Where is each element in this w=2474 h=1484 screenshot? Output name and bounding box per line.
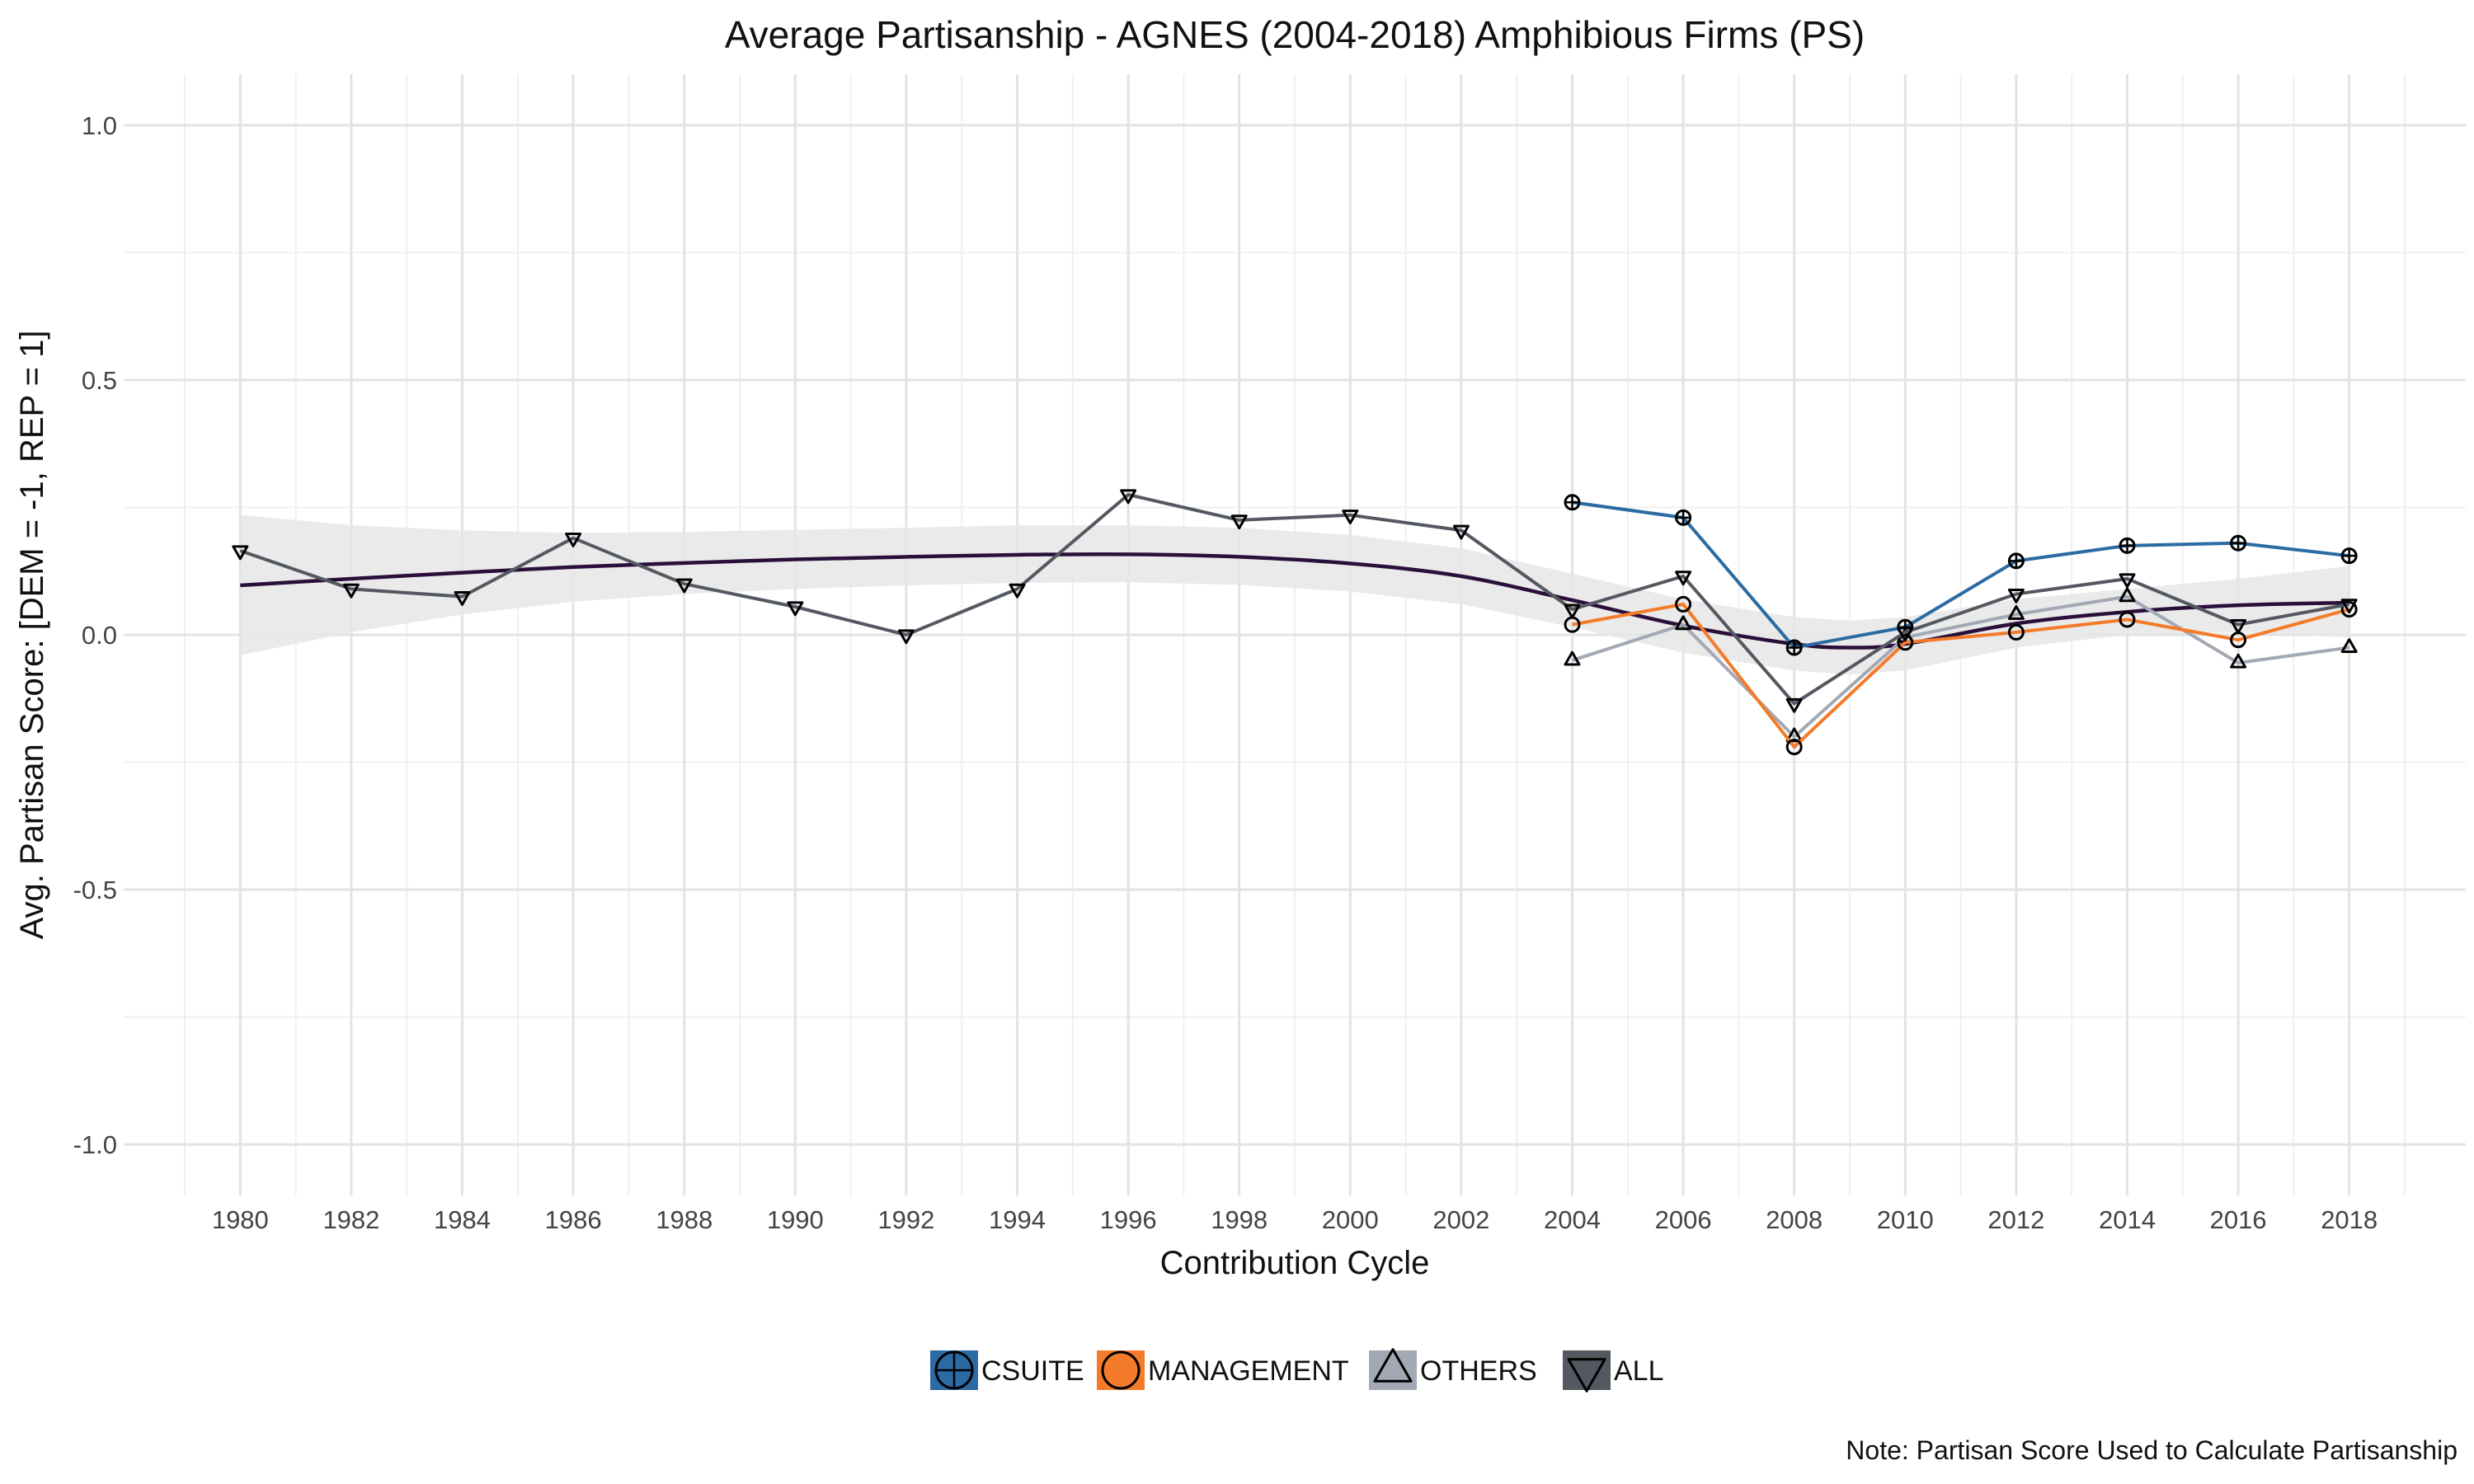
series-line-all [239, 493, 2350, 706]
point-all [1785, 697, 1803, 713]
x-tick-label: 2006 [1655, 1205, 1712, 1234]
legend-label-csuite: CSUITE [981, 1355, 1084, 1387]
point-csuite-cross [2231, 536, 2246, 551]
smooth-band-layer [240, 514, 2349, 675]
x-tick-label: 1984 [434, 1205, 491, 1234]
y-tick-label: 1.0 [82, 111, 117, 140]
point-all [1897, 627, 1914, 642]
point-csuite-cross [2119, 538, 2134, 553]
point-management [1675, 595, 1692, 613]
point-others [2340, 638, 2358, 654]
series-line-others [1571, 594, 2349, 739]
point-all [2007, 588, 2025, 603]
x-tick-labels: 1980 1982 1984 1986 1988 1990 1992 1994 1996 1998… [212, 1205, 2378, 1234]
point-csuite-cross [2009, 553, 2024, 568]
x-tick-label: 1992 [877, 1205, 934, 1234]
x-tick-label: 1980 [212, 1205, 269, 1234]
x-tick-label: 1986 [545, 1205, 602, 1234]
y-axis-title: Avg. Partisan Score: [DEM = -1, REP = 1] [14, 331, 50, 940]
x-tick-label: 2008 [1766, 1205, 1823, 1234]
series-all [232, 489, 2358, 713]
point-csuite-cross [1564, 495, 1579, 510]
y-tick-label: -1.0 [73, 1130, 117, 1159]
legend-symbol-all [1567, 1358, 1606, 1392]
x-tick-label: 2004 [1544, 1205, 1601, 1234]
x-tick-label: 1988 [656, 1205, 713, 1234]
x-tick-label: 1996 [1100, 1205, 1157, 1234]
y-tick-labels: 1.0 0.5 0.0 -0.5 -1.0 [73, 111, 117, 1159]
y-tick-label: 0.0 [82, 621, 117, 650]
point-all [675, 578, 693, 594]
x-tick-label: 1982 [322, 1205, 379, 1234]
legend-symbol-csuite-cross [936, 1352, 972, 1388]
x-tick-label: 2000 [1322, 1205, 1379, 1234]
point-all [342, 583, 360, 599]
legend-label-others: OTHERS [1420, 1355, 1537, 1387]
series-line-csuite [1572, 500, 2349, 650]
legend-symbol-others [1373, 1348, 1413, 1383]
x-tick-label: 1990 [767, 1205, 824, 1234]
chart-note: Note: Partisan Score Used to Calculate P… [1846, 1435, 2458, 1465]
point-all [454, 591, 471, 606]
point-csuite-cross [1676, 510, 1691, 525]
chart-title: Average Partisanship - AGNES (2004-2018)… [725, 13, 1865, 56]
series-management [1564, 595, 2358, 755]
point-csuite-cross [1787, 640, 1802, 655]
y-tick-label: -0.5 [73, 876, 117, 904]
legend-item-others: OTHERS [1369, 1348, 1537, 1390]
point-all [565, 532, 582, 547]
point-all [897, 629, 915, 645]
point-all [1120, 489, 1137, 505]
point-management [1897, 634, 1914, 651]
legend-item-all: ALL [1563, 1350, 1664, 1392]
point-all [1452, 524, 1470, 540]
legend-label-all: ALL [1614, 1355, 1664, 1387]
x-tick-label: 1998 [1211, 1205, 1268, 1234]
point-management [2007, 623, 2025, 641]
point-all [1230, 514, 1248, 530]
point-management [1785, 739, 1803, 755]
point-others [2119, 587, 2136, 603]
series-layer [232, 489, 2358, 755]
x-tick-label: 2018 [2321, 1205, 2378, 1234]
gridlines [124, 74, 2466, 1195]
point-management [2119, 611, 2136, 628]
x-tick-label: 2012 [1987, 1205, 2044, 1234]
point-others [1564, 650, 1581, 666]
smooth-confidence-band [240, 514, 2349, 675]
point-all [1009, 583, 1026, 599]
point-all [2230, 619, 2247, 634]
point-csuite-cross [2342, 548, 2357, 563]
legend: CSUITE MANAGEMENT OTHERS ALL [930, 1348, 1664, 1392]
x-axis-title: Contribution Cycle [1160, 1245, 1430, 1281]
point-all [787, 601, 804, 617]
series-line-management [1572, 602, 2350, 749]
smooth-trend-line [240, 552, 2349, 650]
x-tick-label: 2014 [2099, 1205, 2156, 1234]
smooth-line-layer [240, 552, 2349, 650]
legend-symbol-management [1101, 1350, 1141, 1390]
point-all [2119, 573, 2136, 589]
point-all [1342, 510, 1359, 525]
point-others [2230, 653, 2247, 669]
legend-item-csuite: CSUITE [930, 1350, 1084, 1390]
legend-label-management: MANAGEMENT [1148, 1355, 1349, 1387]
x-tick-label: 1994 [989, 1205, 1046, 1234]
point-all [1564, 603, 1581, 619]
point-others [2007, 604, 2025, 620]
point-all [232, 545, 249, 561]
point-all [1675, 571, 1692, 586]
point-management [2340, 601, 2358, 618]
point-others [1675, 615, 1692, 631]
point-all [2340, 599, 2358, 614]
x-tick-label: 2002 [1432, 1205, 1489, 1234]
legend-item-management: MANAGEMENT [1097, 1350, 1349, 1390]
x-tick-label: 2010 [1877, 1205, 1934, 1234]
x-tick-label: 2016 [2210, 1205, 2267, 1234]
y-tick-label: 0.5 [82, 366, 117, 395]
